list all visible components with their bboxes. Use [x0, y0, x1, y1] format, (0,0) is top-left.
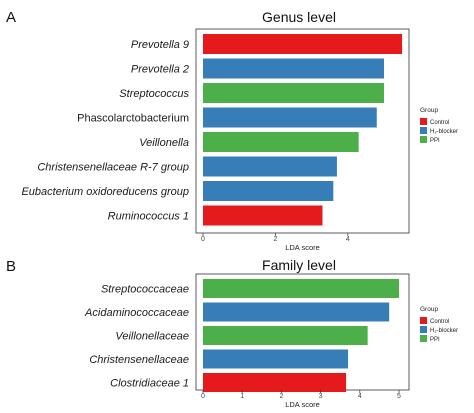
bar-label: Streptococcus: [119, 88, 189, 100]
x-tick-label: 2: [279, 393, 283, 400]
x-tick-label: 4: [358, 393, 362, 400]
x-tick-label: 4: [346, 236, 350, 243]
legend: Group Control H₂-blocker PPI: [420, 107, 458, 144]
panel-title: Genus level: [262, 9, 336, 25]
x-axis-title: LDA score: [285, 243, 320, 252]
bar-label: Prevotella 2: [131, 64, 189, 76]
legend-label: Control: [430, 319, 449, 325]
bar-label: Christensenellaceae R-7 group: [37, 162, 189, 174]
bar-label: Streptococcaceae: [101, 284, 189, 296]
bar-label: Clostridiaceae 1: [110, 378, 189, 390]
x-tick-label: 5: [397, 393, 401, 400]
legend-swatch: [420, 118, 427, 125]
bar-veillonellaceae: [203, 326, 368, 345]
bar-label: Eubacterium oxidoreducens group: [21, 186, 189, 198]
bar-clostridiaceae-1: [203, 373, 347, 392]
bar-label: Veillonellaceae: [115, 331, 189, 343]
bar-label: Veillonella: [139, 137, 189, 149]
bar-ruminococcus-1: [203, 205, 323, 226]
bar-acidaminococcaceae: [203, 302, 390, 322]
legend-label: H₂-blocker: [430, 328, 458, 334]
bar-phascolarctobacterium: [203, 107, 377, 128]
bar-eubacterium-oxidoreducens-group: [203, 181, 334, 201]
legend-swatch: [420, 136, 427, 143]
bar-streptococcus: [203, 83, 384, 103]
x-tick-label: 1: [240, 393, 244, 400]
legend-title: Group: [420, 107, 438, 114]
panel-a: A Genus level Prevotella 9 Prevotella 2 Stre…: [6, 9, 458, 252]
bar-prevotella-2: [203, 58, 384, 79]
panel-title: Family level: [262, 257, 336, 273]
bar-prevotella-9: [203, 34, 403, 54]
legend: Group Control H₂-blocker PPI: [420, 306, 458, 343]
legend-swatch: [420, 326, 427, 333]
x-axis-title: LDA score: [285, 400, 320, 409]
legend-label: H₂-blocker: [430, 129, 458, 135]
legend-label: PPI: [430, 138, 440, 144]
bar-label: Acidaminococcaceae: [84, 307, 189, 319]
x-tick-label: 0: [201, 393, 205, 400]
bar-label: Phascolarctobacterium: [77, 113, 189, 125]
x-tick-label: 0: [201, 236, 205, 243]
bar-label: Christensenellaceae: [89, 354, 189, 366]
legend-label: Control: [430, 120, 449, 126]
legend-swatch: [420, 335, 427, 342]
panel-letter: B: [6, 258, 16, 275]
legend-swatch: [420, 317, 427, 324]
legend-title: Group: [420, 306, 438, 313]
bar-christensenellaceae: [203, 349, 349, 369]
x-tick-label: 3: [319, 393, 323, 400]
bar-label: Ruminococcus 1: [108, 211, 189, 223]
bar-christensenellaceae-r-7-group: [203, 156, 337, 177]
legend-label: PPI: [430, 337, 440, 343]
legend-swatch: [420, 127, 427, 134]
bar-streptococcaceae: [203, 279, 399, 298]
x-tick-label: 2: [273, 236, 277, 243]
bar-veillonella: [203, 132, 359, 152]
bar-label: Prevotella 9: [131, 39, 189, 51]
panel-letter: A: [6, 9, 16, 26]
panel-b: B Family level Streptococcaceae Acidaminoco…: [6, 257, 458, 409]
